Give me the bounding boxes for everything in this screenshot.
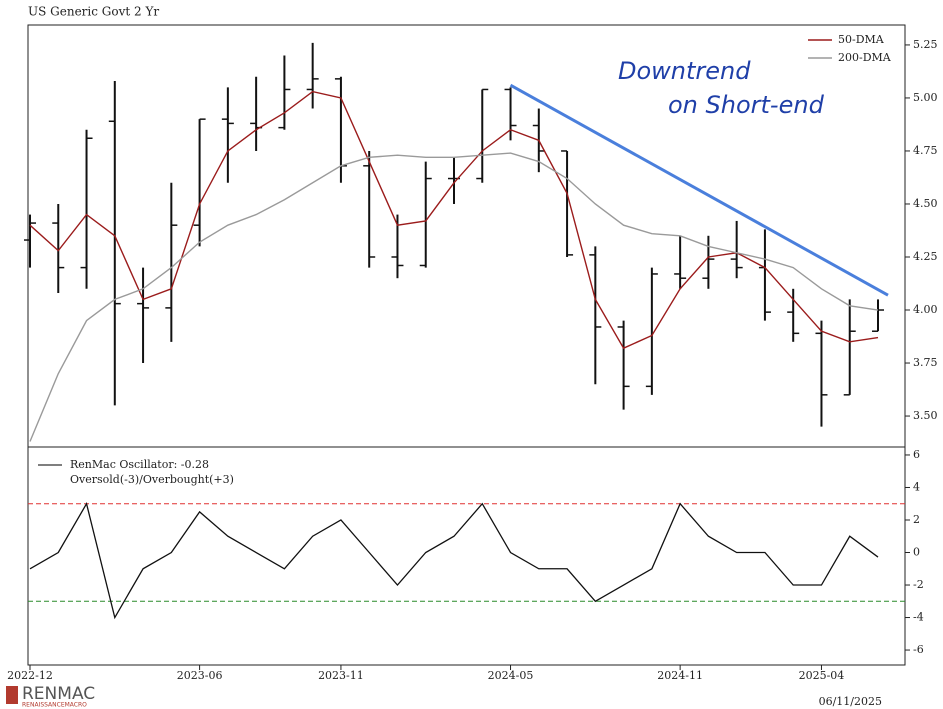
line [29, 152, 879, 442]
y-tick-label: 3.75 [913, 356, 938, 369]
y-tick-label: 0 [913, 546, 920, 559]
logo-icon [6, 686, 18, 704]
y-tick-label: 6 [913, 448, 920, 461]
legend-label: 200-DMA [838, 51, 892, 64]
y-tick-label: 5.25 [913, 38, 938, 51]
logo: RENMAC [22, 684, 95, 704]
legend-note: Oversold(-3)/Overbought(+3) [70, 473, 234, 486]
oscillator-frame [27, 446, 906, 666]
y-tick-label: 4.00 [913, 303, 938, 316]
legend-label: RenMac Oscillator: -0.28 [70, 458, 209, 471]
trendline [509, 83, 889, 297]
y-tick-label: 4.50 [913, 197, 938, 210]
x-tick-label: 2023-11 [318, 669, 364, 682]
y-tick-label: 4.75 [913, 144, 938, 157]
x-tick-label: 2024-05 [488, 669, 534, 682]
x-tick-label: 2022-12 [7, 669, 53, 682]
legend-label: 50-DMA [838, 33, 885, 46]
date: 06/11/2025 [819, 695, 882, 708]
x-tick-label: 2025-04 [799, 669, 845, 682]
y-tick-label: 2 [913, 513, 920, 526]
y-tick-label: -6 [913, 643, 924, 656]
y-tick-label: -4 [913, 611, 924, 624]
logo-sub: RENAISSANCEMACRO [22, 702, 87, 709]
y-tick-label: 5.00 [913, 91, 938, 104]
y-tick-label: 4 [913, 480, 920, 493]
y-tick-label: 4.25 [913, 250, 938, 263]
annotation: Downtrend [618, 57, 751, 85]
y-tick-label: -2 [913, 578, 924, 591]
x-tick-label: 2024-11 [657, 669, 703, 682]
price-frame [27, 24, 906, 448]
x-tick-label: 2023-06 [177, 669, 223, 682]
annotation: on Short-end [668, 91, 825, 119]
line [29, 502, 879, 620]
y-tick-label: 3.50 [913, 409, 938, 422]
chart-title: US Generic Govt 2 Yr [28, 5, 159, 19]
